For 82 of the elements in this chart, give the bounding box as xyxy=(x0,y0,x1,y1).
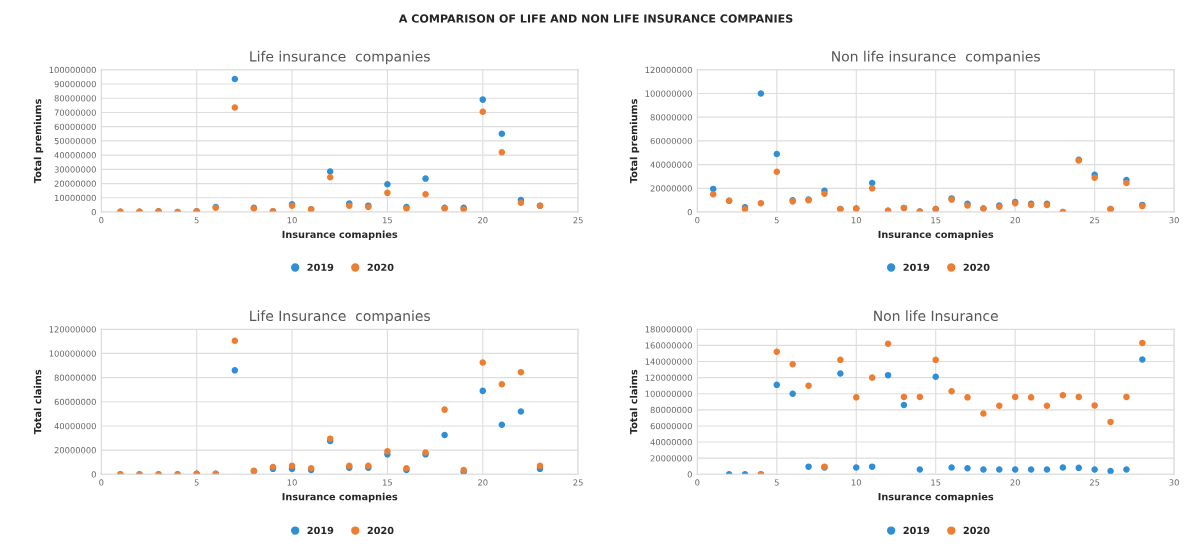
y-axis-title: Total claims xyxy=(629,369,638,435)
chart-title: Life insurance companies xyxy=(250,50,430,65)
y-tick-label: 120000000 xyxy=(49,326,96,333)
y-tick-label: 90000000 xyxy=(54,80,96,88)
x-tick-label: 20 xyxy=(478,479,488,486)
x-tick-label: 0 xyxy=(99,479,104,486)
y-axis-title: Total premiums xyxy=(629,99,640,184)
x-tick-label: 5 xyxy=(774,217,779,224)
legend-label: 2020 xyxy=(367,263,394,271)
x-tick-label: 15 xyxy=(931,217,941,224)
x-tick-label: 15 xyxy=(931,479,941,486)
legend-label: 2019 xyxy=(307,526,334,535)
legend-label: 2020 xyxy=(963,263,990,271)
x-tick-label: 0 xyxy=(695,217,700,224)
y-tick-label: 80000000 xyxy=(650,114,692,121)
y-tick-label: 0 xyxy=(687,209,692,216)
y-axis-title: Total premiums xyxy=(33,99,44,184)
legend-label: 2020 xyxy=(963,526,990,535)
x-tick-label: 10 xyxy=(851,217,861,224)
y-tick-label: 60000000 xyxy=(650,422,692,430)
legend-label: 2019 xyxy=(307,263,334,271)
y-tick-label: 40000000 xyxy=(650,161,692,168)
y-tick-label: 100000000 xyxy=(645,390,692,397)
x-tick-label: 5 xyxy=(774,479,779,486)
y-tick-label: 100000000 xyxy=(49,350,96,357)
y-tick-label: 10000000 xyxy=(54,194,96,202)
legend-label: 2019 xyxy=(903,526,930,535)
y-tick-label: 20000000 xyxy=(650,185,692,192)
x-tick-label: 10 xyxy=(851,479,861,486)
y-tick-label: 60000000 xyxy=(54,123,96,130)
y-tick-label: 0 xyxy=(687,471,692,478)
y-tick-label: 70000000 xyxy=(54,109,96,116)
x-axis-title: Insurance comapnies xyxy=(282,492,398,503)
x-tick-label: 5 xyxy=(194,479,199,486)
x-tick-label: 25 xyxy=(1089,217,1100,224)
legend-label: 2020 xyxy=(367,526,394,535)
x-tick-label: 25 xyxy=(573,479,583,486)
y-tick-label: 160000000 xyxy=(645,342,692,349)
y-tick-label: 50000000 xyxy=(54,137,96,145)
x-tick-label: 0 xyxy=(695,479,700,486)
text: A COMPARISON OF LIFE AND NON LIFE INSURANCE COMPANIES xyxy=(398,14,793,23)
y-tick-label: 100000000 xyxy=(645,90,692,97)
x-tick-label: 25 xyxy=(573,217,583,224)
y-tick-label: 60000000 xyxy=(54,398,96,406)
chart-title: Non life insurance companies xyxy=(832,50,1040,65)
chart-title: Life Insurance companies xyxy=(250,310,430,324)
y-tick-label: 40000000 xyxy=(650,439,692,446)
x-tick-label: 30 xyxy=(1169,217,1179,224)
x-tick-label: 15 xyxy=(383,479,392,486)
y-tick-label: 120000000 xyxy=(645,374,692,381)
x-tick-label: 5 xyxy=(194,217,199,224)
y-tick-label: 60000000 xyxy=(650,137,692,145)
x-tick-label: 0 xyxy=(99,217,104,224)
y-tick-label: 80000000 xyxy=(54,95,96,102)
x-tick-label: 10 xyxy=(287,479,297,486)
x-axis-title: Insurance comapnies xyxy=(878,230,994,240)
y-tick-label: 20000000 xyxy=(650,455,692,462)
x-tick-label: 25 xyxy=(1089,479,1100,486)
y-tick-label: 80000000 xyxy=(54,374,96,381)
x-tick-label: 15 xyxy=(383,217,392,224)
y-tick-label: 0 xyxy=(91,471,96,478)
y-tick-label: 180000000 xyxy=(645,326,692,333)
x-tick-label: 20 xyxy=(1010,217,1020,224)
y-tick-label: 140000000 xyxy=(645,358,692,365)
y-tick-label: 20000000 xyxy=(54,180,96,187)
chart-title: Non life Insurance xyxy=(874,310,998,322)
y-axis-title: Total claims xyxy=(33,369,42,435)
y-tick-label: 40000000 xyxy=(54,422,96,430)
x-tick-label: 10 xyxy=(287,217,297,224)
legend-label: 2019 xyxy=(903,263,930,271)
x-tick-label: 20 xyxy=(478,217,488,224)
y-tick-label: 20000000 xyxy=(54,447,96,454)
x-tick-label: 20 xyxy=(1010,479,1020,486)
x-axis-title: Insurance comapnies xyxy=(282,230,398,240)
x-axis-title: Insurance comapnies xyxy=(878,492,994,503)
y-tick-label: 0 xyxy=(91,209,96,216)
y-tick-label: 120000000 xyxy=(645,66,692,74)
y-tick-label: 100000000 xyxy=(49,66,96,74)
x-tick-label: 30 xyxy=(1169,479,1179,486)
y-tick-label: 40000000 xyxy=(54,152,96,159)
y-tick-label: 30000000 xyxy=(54,166,96,173)
y-tick-label: 80000000 xyxy=(650,406,692,414)
